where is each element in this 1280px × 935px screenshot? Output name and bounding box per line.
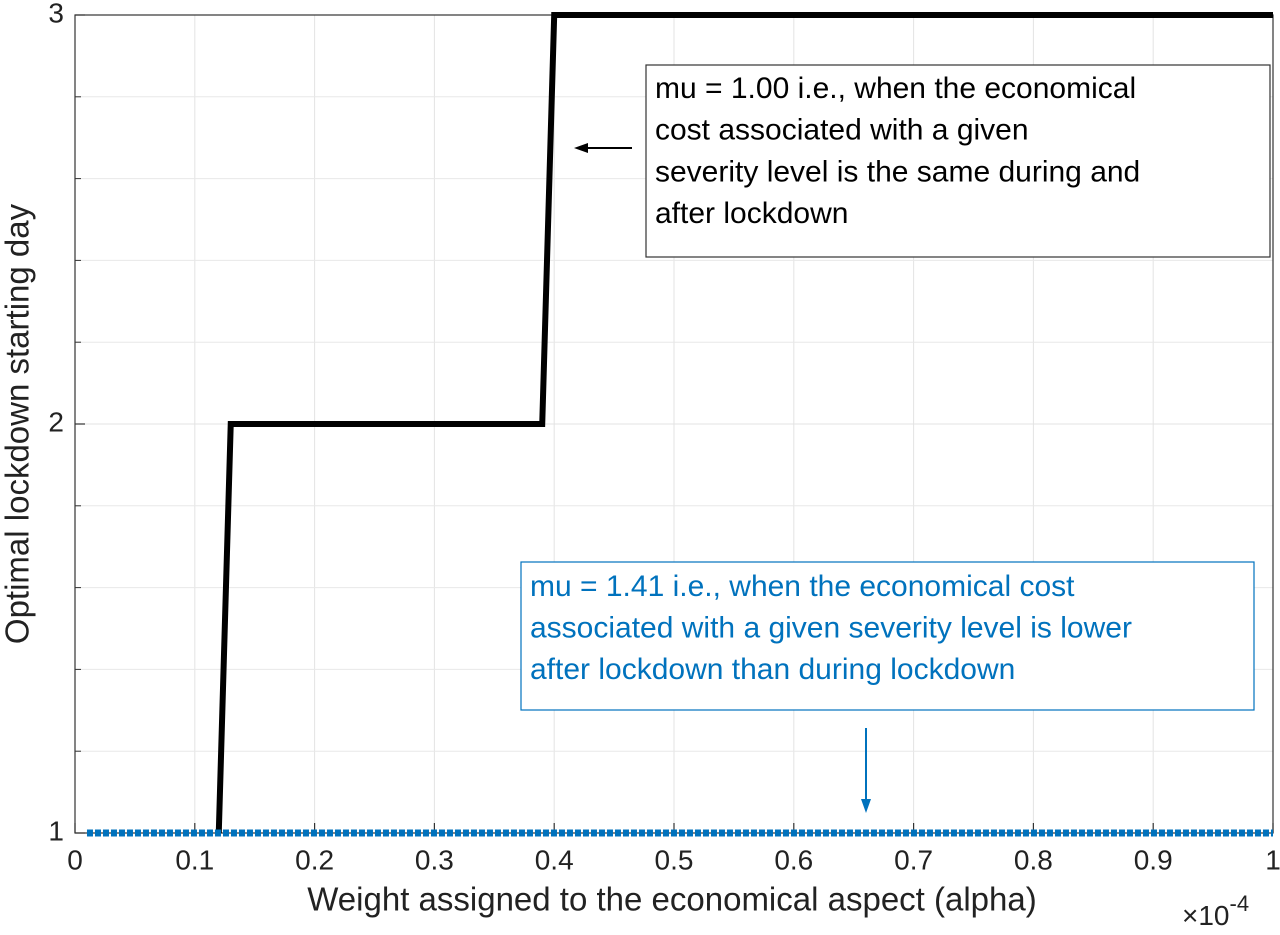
x-tick-label: 0.5 <box>655 844 694 875</box>
x-multiplier-exponent: -4 <box>1230 891 1250 916</box>
x-tick-label: 1 <box>1265 844 1280 875</box>
x-multiplier: ×10-4 <box>1182 891 1249 932</box>
x-tick-label: 0.7 <box>894 844 933 875</box>
y-tick-label: 3 <box>48 0 64 28</box>
x-multiplier-base: ×10 <box>1182 900 1230 931</box>
arrow <box>861 728 871 813</box>
annotation-box <box>645 64 1271 258</box>
x-tick-label: 0.8 <box>1014 844 1053 875</box>
y-axis-label: Optimal lockdown starting day <box>0 203 36 644</box>
arrow <box>574 143 632 153</box>
x-axis-label: Weight assigned to the economical aspect… <box>307 881 1036 918</box>
annotation-text: cost associated with a given <box>655 114 1029 147</box>
annotation-text: mu = 1.00 i.e., when the economical <box>655 72 1136 105</box>
annotation-box <box>520 561 1255 711</box>
x-tick-label: 0.6 <box>774 844 813 875</box>
y-tick-label: 1 <box>48 815 64 846</box>
annotation-text: after lockdown than during lockdown <box>530 653 1015 686</box>
annotation-text: associated with a given severity level i… <box>530 611 1132 644</box>
x-tick-label: 0.3 <box>415 844 454 875</box>
annotation-text: mu = 1.41 i.e., when the economical cost <box>530 570 1075 603</box>
annotation-text: after lockdown <box>655 197 848 230</box>
annotation-text: severity level is the same during and <box>655 155 1140 188</box>
y-tick-label: 2 <box>48 406 64 437</box>
x-tick-label: 0.1 <box>175 844 214 875</box>
x-tick-label: 0.2 <box>295 844 334 875</box>
data-line <box>215 12 1273 834</box>
x-tick-label: 0.9 <box>1134 844 1173 875</box>
x-tick-label: 0.4 <box>535 844 574 875</box>
x-tick-label: 0 <box>67 844 83 875</box>
